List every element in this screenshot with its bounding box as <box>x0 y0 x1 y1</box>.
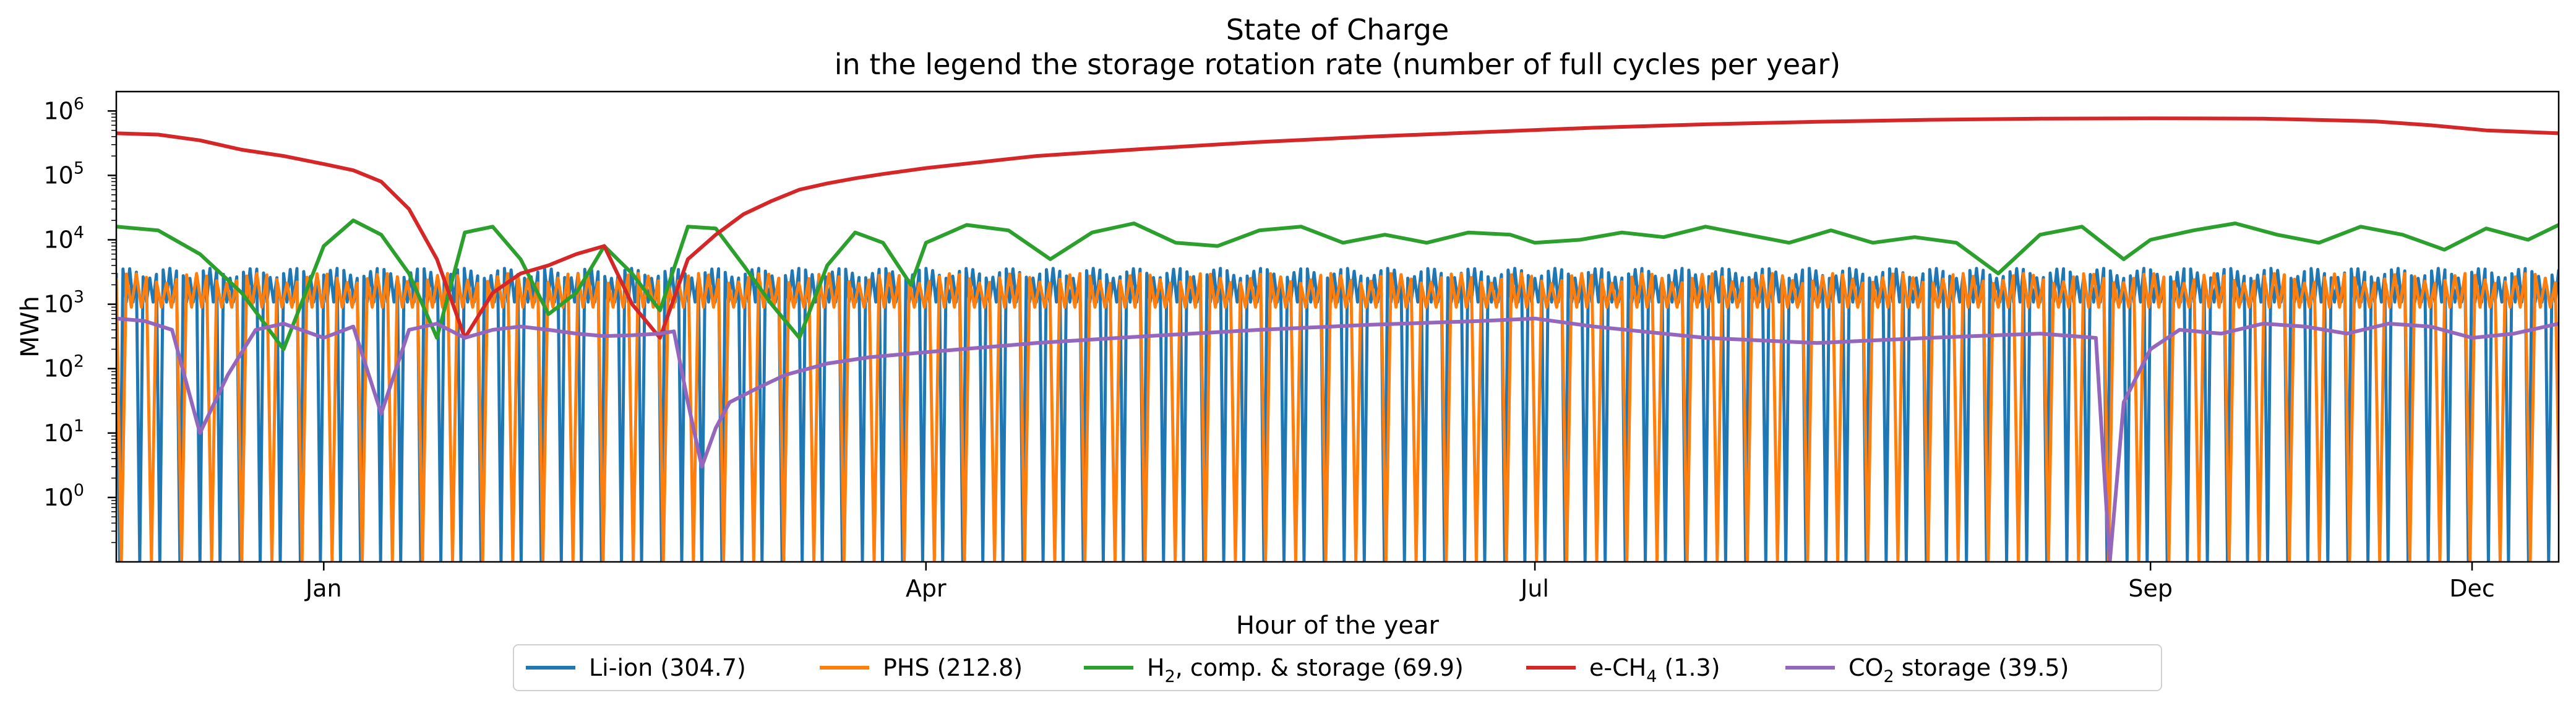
chart-title: State of Charge <box>1226 13 1449 46</box>
series-line-1 <box>116 272 2559 562</box>
x-tick-label: Sep <box>2128 575 2173 602</box>
y-axis: 100 101 102 103 104 105 106 <box>43 94 116 543</box>
legend-entry-4: CO2 storage (39.5) <box>1848 654 2069 686</box>
legend-box <box>513 644 2162 691</box>
y-tick-label: 102 <box>43 352 84 382</box>
plot-frame <box>115 90 2560 563</box>
x-tick-label: Jul <box>1519 575 1549 602</box>
series-line-4 <box>116 316 2559 562</box>
y-tick-label: 105 <box>43 158 84 189</box>
chart-subtitle: in the legend the storage rotation rate … <box>835 48 1840 81</box>
y-tick-label: 101 <box>43 416 84 447</box>
x-tick-label: Dec <box>2449 575 2495 602</box>
y-tick-label: 104 <box>43 223 84 254</box>
y-tick-label: 100 <box>43 481 84 511</box>
y-tick-label: 103 <box>43 288 84 318</box>
legend-entry-3: e-CH4 (1.3) <box>1589 654 1720 686</box>
legend-entry-2: H2, comp. & storage (69.9) <box>1147 654 1464 686</box>
x-tick-label: Jan <box>304 575 342 602</box>
legend-entry-0: Li-ion (304.7) <box>589 654 746 681</box>
x-axis: Jan Apr Jul Sep Dec <box>304 562 2495 602</box>
series-line-3 <box>116 116 2559 340</box>
series-layer <box>116 116 2559 562</box>
legend-entry-1: PHS (212.8) <box>883 654 1023 681</box>
x-axis-label: Hour of the year <box>1236 611 1439 640</box>
series-line-2 <box>116 218 2559 351</box>
y-axis-label: MWh <box>16 296 45 357</box>
y-tick-label: 106 <box>43 94 84 124</box>
legend: Li-ion (304.7) PHS (212.8) H2, comp. & sto… <box>513 644 2162 691</box>
x-tick-label: Apr <box>906 575 947 602</box>
